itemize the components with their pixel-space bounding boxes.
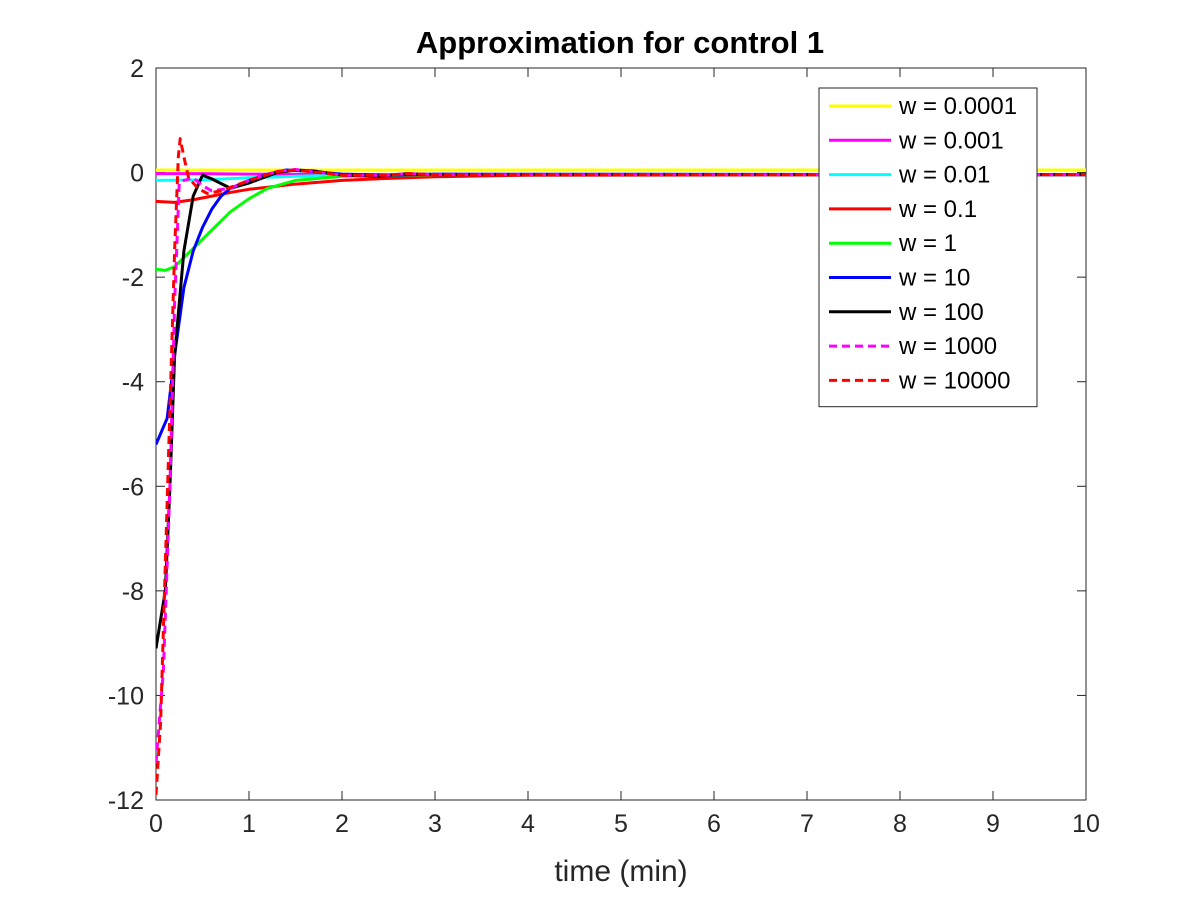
legend-label: w = 1000 [898, 333, 997, 360]
x-tick-label: 9 [986, 810, 1000, 838]
legend-label: w = 0.001 [898, 127, 1004, 154]
x-tick-label: 3 [428, 810, 442, 838]
chart-title: Approximation for control 1 [416, 25, 824, 60]
x-tick-label: 8 [893, 810, 907, 838]
x-tick-label: 5 [614, 810, 628, 838]
axis-ticks: 0 1 2 3 4 5 6 7 8 9 10 2 0 -2 -4 -6 -8 -10 -12 [108, 55, 1100, 838]
x-tick-label: 6 [707, 810, 721, 838]
series-line-7 [156, 167, 1086, 764]
x-tick-label: 10 [1072, 810, 1100, 838]
series-line-8 [156, 137, 1086, 795]
legend-label: w = 0.0001 [898, 93, 1017, 120]
legend-label: w = 100 [898, 299, 984, 326]
legend: w = 0.0001 w = 0.001 w = 0.01 w = 0.1 w = 1 w… [818, 87, 1038, 408]
legend-label: w = 1 [898, 230, 957, 257]
x-axis-label: time (min) [554, 855, 687, 888]
y-tick-label: -10 [108, 682, 144, 710]
y-tick-label: -8 [122, 578, 144, 606]
legend-label: w = 10000 [898, 367, 1010, 394]
y-tick-label: -2 [122, 264, 144, 292]
y-tick-label: 2 [130, 55, 144, 83]
x-tick-label: 0 [149, 810, 163, 838]
y-tick-label: 0 [130, 160, 144, 188]
legend-label: w = 0.1 [898, 196, 977, 223]
x-tick-label: 1 [242, 810, 256, 838]
legend-label: w = 10 [898, 265, 970, 292]
y-tick-label: -4 [122, 369, 144, 397]
x-tick-label: 2 [335, 810, 349, 838]
y-tick-label: -12 [108, 787, 144, 815]
y-tick-label: -6 [122, 473, 144, 501]
legend-label: w = 0.01 [898, 162, 990, 189]
x-tick-label: 7 [800, 810, 814, 838]
x-tick-label: 4 [521, 810, 535, 838]
